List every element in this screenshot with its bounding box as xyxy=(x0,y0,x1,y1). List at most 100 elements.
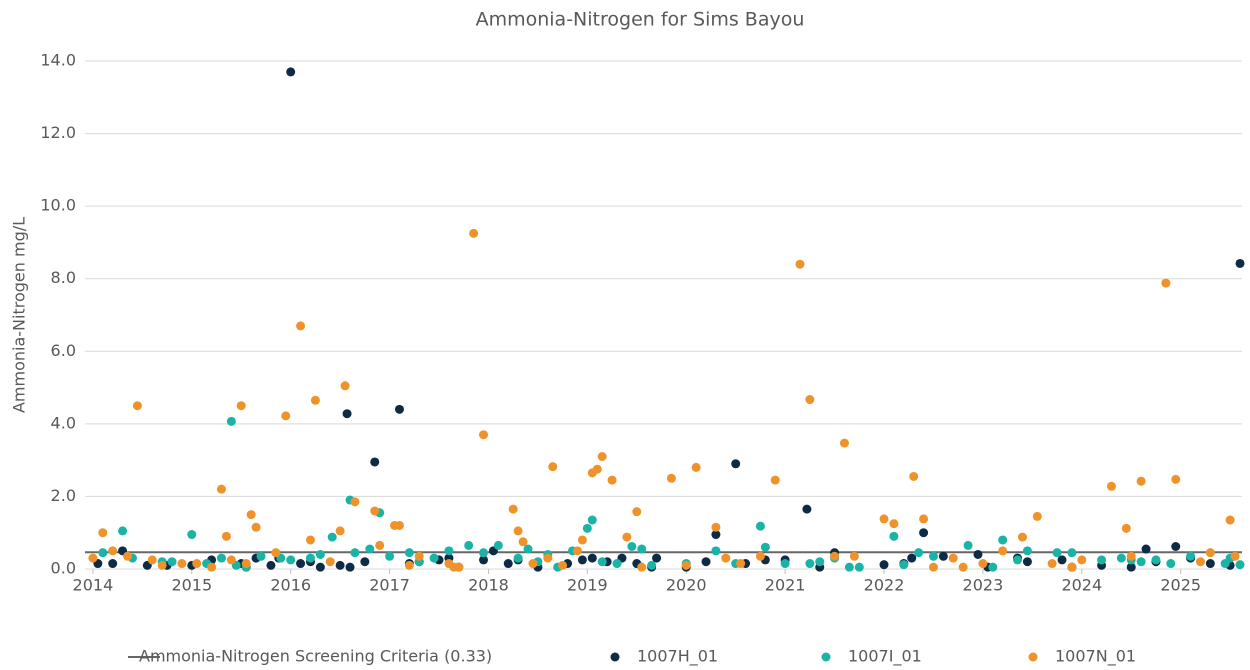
point xyxy=(1171,474,1181,484)
point xyxy=(216,553,226,563)
point xyxy=(1230,551,1240,561)
point xyxy=(1195,557,1205,567)
point xyxy=(88,553,98,563)
point xyxy=(1067,562,1077,572)
point xyxy=(1235,258,1245,268)
point xyxy=(454,562,464,572)
point xyxy=(681,560,691,570)
point xyxy=(132,401,142,411)
point xyxy=(666,473,676,483)
legend-label: 1007H_01 xyxy=(637,647,718,667)
point xyxy=(928,562,938,572)
point xyxy=(889,519,899,529)
point xyxy=(1126,551,1136,561)
point xyxy=(108,559,118,569)
point xyxy=(1136,476,1146,486)
point xyxy=(241,559,251,569)
point xyxy=(948,553,958,563)
y-tick-label: 8.0 xyxy=(51,268,76,287)
point xyxy=(899,560,909,570)
point xyxy=(226,416,236,426)
y-tick-label: 14.0 xyxy=(40,51,76,70)
x-tick-label: 2018 xyxy=(468,576,509,595)
point xyxy=(805,395,815,405)
point xyxy=(271,548,281,558)
point xyxy=(523,544,533,554)
point xyxy=(839,438,849,448)
point xyxy=(108,546,118,556)
point xyxy=(607,475,617,485)
point xyxy=(587,553,597,563)
y-tick-label: 0.0 xyxy=(51,559,76,578)
chart-title: Ammonia-Nitrogen for Sims Bayou xyxy=(476,9,805,31)
x-tick-label: 2014 xyxy=(73,576,114,595)
x-tick-label: 2015 xyxy=(171,576,212,595)
point xyxy=(627,542,637,552)
point xyxy=(597,557,607,567)
point xyxy=(958,562,968,572)
point xyxy=(414,551,424,561)
point xyxy=(1022,557,1032,567)
point xyxy=(464,540,474,550)
legend-swatch xyxy=(1028,652,1038,662)
x-tick-label: 2017 xyxy=(369,576,410,595)
point xyxy=(335,526,345,536)
point xyxy=(345,562,355,572)
point xyxy=(1225,515,1235,525)
point xyxy=(577,555,587,565)
point xyxy=(558,560,568,570)
point xyxy=(508,504,518,514)
point xyxy=(909,471,919,481)
point xyxy=(973,549,983,559)
point xyxy=(370,506,380,516)
point xyxy=(988,562,998,572)
x-tick-label: 2024 xyxy=(1061,576,1102,595)
point xyxy=(1121,523,1131,533)
point xyxy=(207,562,217,572)
point xyxy=(404,560,414,570)
point xyxy=(429,553,439,563)
y-tick-label: 12.0 xyxy=(40,123,76,142)
point xyxy=(147,555,157,565)
point xyxy=(1136,557,1146,567)
point xyxy=(286,555,296,565)
point xyxy=(736,559,746,569)
point xyxy=(928,551,938,561)
point xyxy=(1166,559,1176,569)
point xyxy=(815,557,825,567)
y-axis-label: Ammonia-Nitrogen mg/L xyxy=(10,217,29,413)
point xyxy=(1151,555,1161,565)
x-tick-label: 2023 xyxy=(963,576,1004,595)
point xyxy=(404,548,414,558)
point xyxy=(998,546,1008,556)
point xyxy=(528,559,538,569)
point xyxy=(266,560,276,570)
legend-swatch xyxy=(610,652,620,662)
point xyxy=(98,528,108,538)
point xyxy=(919,528,929,538)
point xyxy=(731,459,741,469)
point xyxy=(335,560,345,570)
point xyxy=(365,544,375,554)
point xyxy=(360,557,370,567)
point xyxy=(612,559,622,569)
point xyxy=(647,560,657,570)
x-tick-label: 2025 xyxy=(1160,576,1201,595)
point xyxy=(350,548,360,558)
point xyxy=(296,321,306,331)
point xyxy=(157,560,167,570)
point xyxy=(721,553,731,563)
y-tick-label: 6.0 xyxy=(51,341,76,360)
point xyxy=(118,526,128,536)
legend-label: 1007I_01 xyxy=(848,647,922,667)
point xyxy=(236,401,246,411)
point xyxy=(914,548,924,558)
point xyxy=(479,548,489,558)
point xyxy=(802,504,812,514)
point xyxy=(493,540,503,550)
point xyxy=(622,532,632,542)
point xyxy=(221,531,231,541)
point xyxy=(844,562,854,572)
